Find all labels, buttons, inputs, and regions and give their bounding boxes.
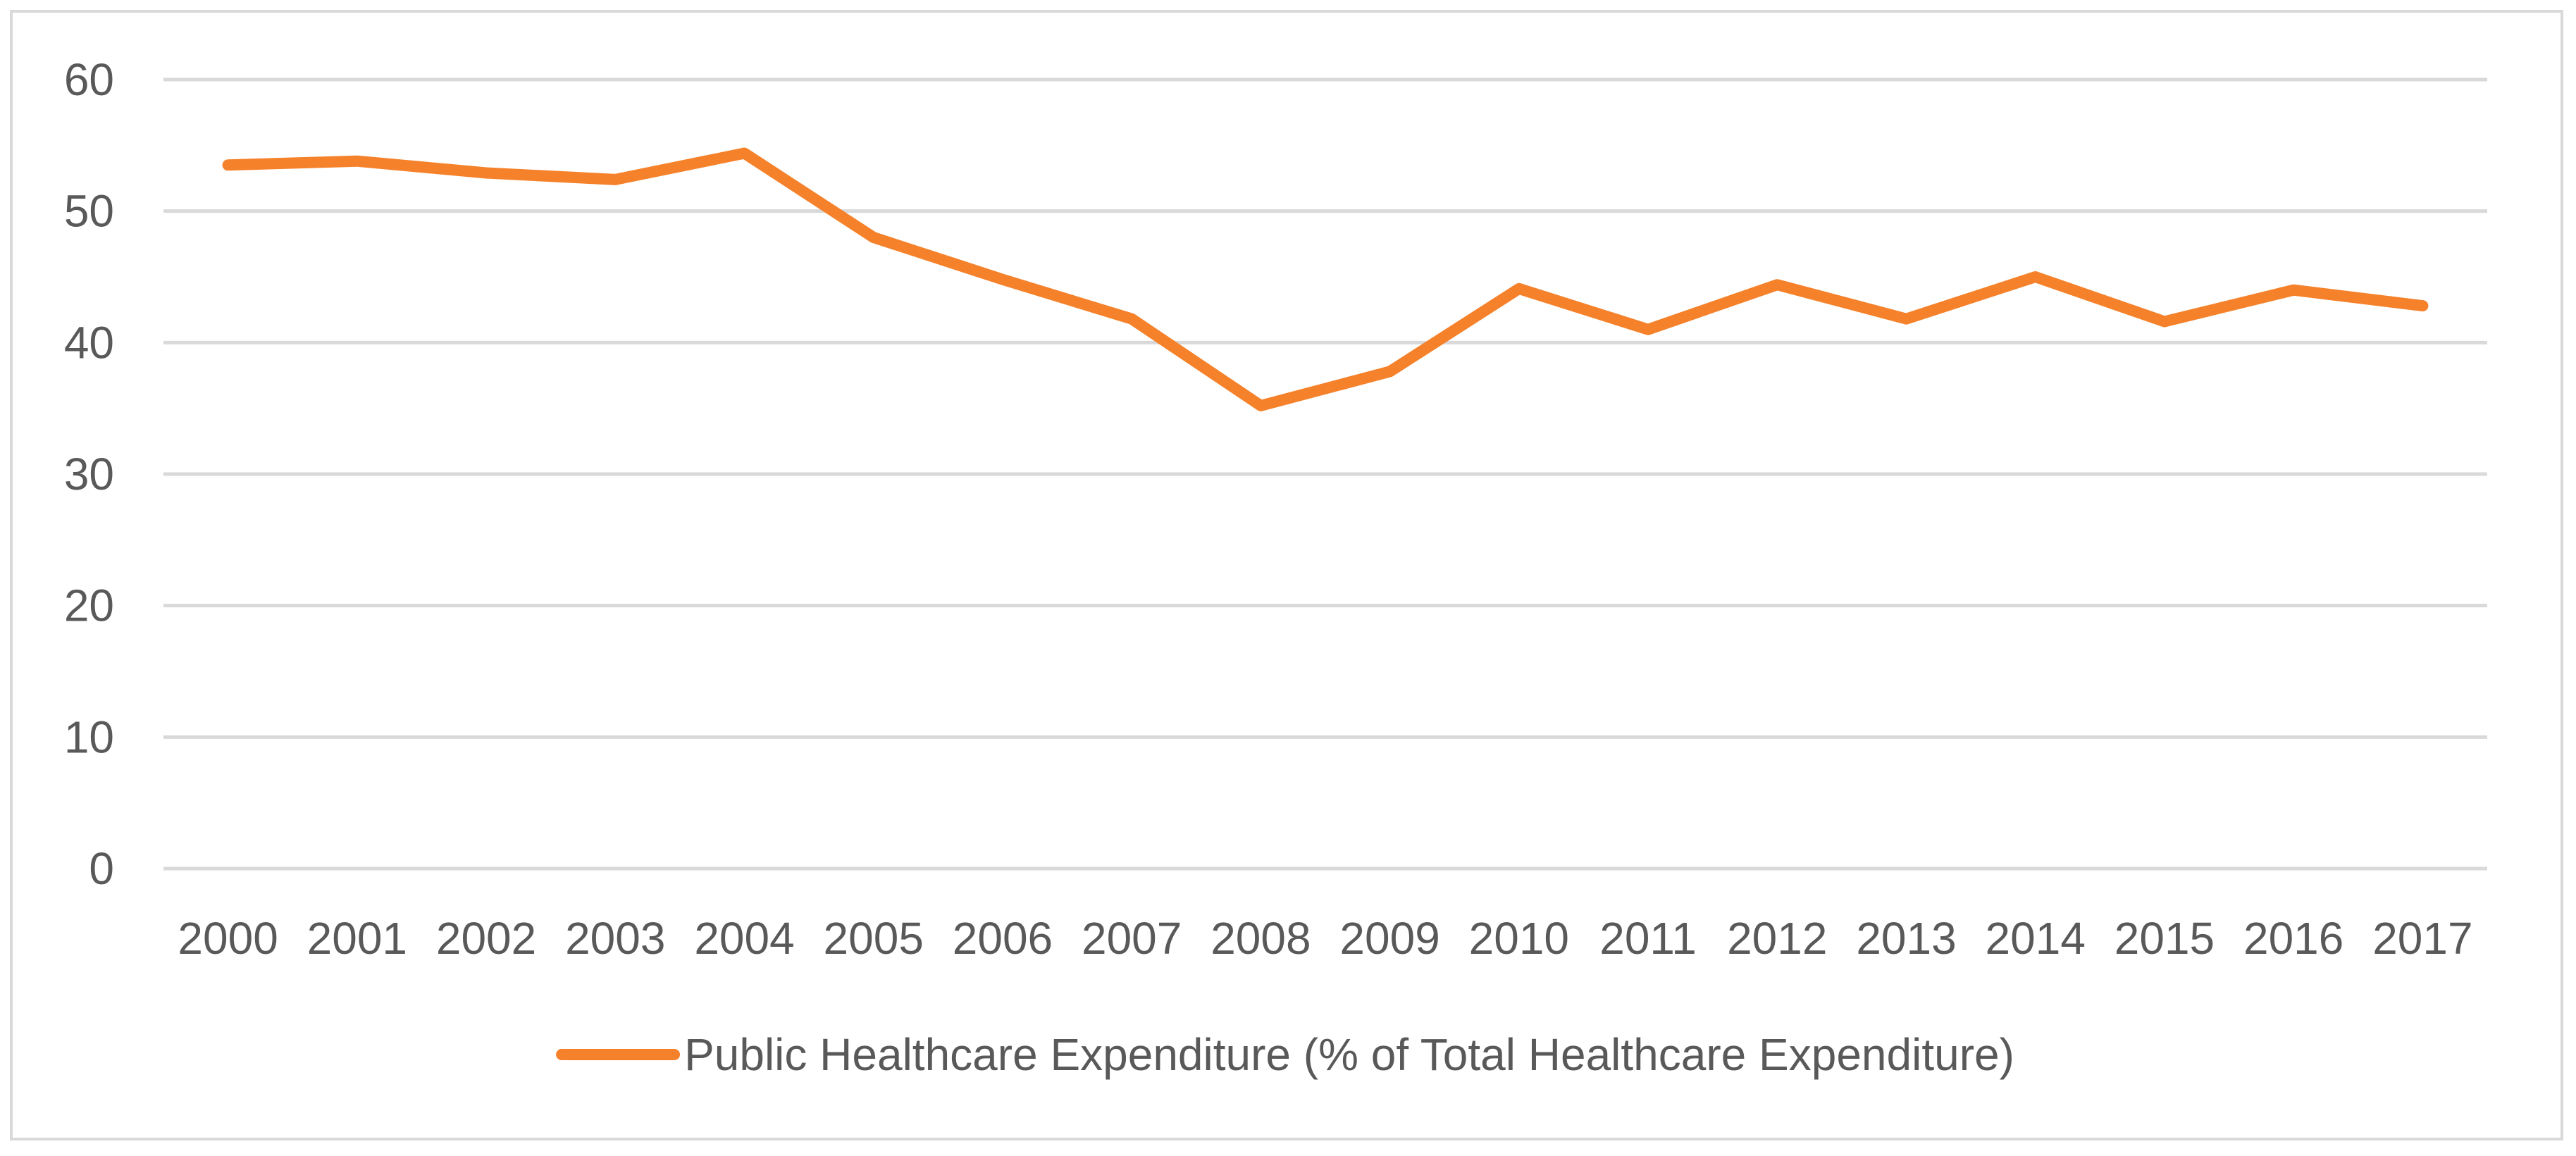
data-point-2002 xyxy=(481,168,492,179)
x-tick-label-2007: 2007 xyxy=(1082,913,1182,964)
data-point-2000 xyxy=(223,159,234,170)
data-point-2004 xyxy=(739,148,750,159)
data-point-2011 xyxy=(1642,324,1654,335)
x-tick-label-2000: 2000 xyxy=(178,913,278,964)
x-tick-label-2006: 2006 xyxy=(953,913,1053,964)
data-point-2003 xyxy=(609,174,621,185)
x-tick-label-2010: 2010 xyxy=(1469,913,1569,964)
y-tick-label-0: 0 xyxy=(89,843,114,894)
y-tick-label-50: 50 xyxy=(64,186,114,237)
x-tick-label-2002: 2002 xyxy=(436,913,536,964)
chart-frame xyxy=(10,10,2563,1141)
x-tick-label-2013: 2013 xyxy=(1856,913,1956,964)
y-tick-label-60: 60 xyxy=(64,54,114,105)
data-point-2007 xyxy=(1126,313,1137,325)
y-tick-label-30: 30 xyxy=(64,449,114,499)
x-tick-label-2011: 2011 xyxy=(1599,913,1697,964)
data-point-2013 xyxy=(1901,313,1912,325)
x-axis-tick-labels: 2000 2001 2002 2003 2004 2005 2006 2007 2008 2009… xyxy=(178,913,2472,964)
x-tick-label-2003: 2003 xyxy=(565,913,665,964)
y-tick-label-40: 40 xyxy=(64,317,114,368)
legend: Public Healthcare Expenditure (% of Tota… xyxy=(556,1029,2014,1080)
x-tick-label-2004: 2004 xyxy=(694,913,794,964)
x-tick-label-2016: 2016 xyxy=(2243,913,2343,964)
x-tick-label-2005: 2005 xyxy=(824,913,924,964)
x-tick-label-2014: 2014 xyxy=(1986,913,2086,964)
y-tick-label-10: 10 xyxy=(64,711,114,762)
data-point-2016 xyxy=(2288,285,2299,296)
legend-label: Public Healthcare Expenditure (% of Tota… xyxy=(684,1029,2014,1080)
x-tick-label-2008: 2008 xyxy=(1210,913,1311,964)
gridlines xyxy=(163,77,2487,871)
x-tick-label-2012: 2012 xyxy=(1727,913,1827,964)
data-point-2008 xyxy=(1255,400,1266,411)
data-point-2014 xyxy=(2030,271,2041,282)
data-point-2006 xyxy=(997,274,1008,285)
y-axis-tick-labels: 0 10 20 30 40 50 60 xyxy=(64,54,114,894)
data-point-2010 xyxy=(1513,283,1525,294)
x-tick-label-2017: 2017 xyxy=(2372,913,2472,964)
series-line-0 xyxy=(222,147,2429,411)
data-point-2001 xyxy=(352,156,363,167)
series-lines xyxy=(222,147,2429,411)
data-point-2015 xyxy=(2159,316,2170,327)
x-tick-label-2009: 2009 xyxy=(1339,913,1439,964)
x-tick-label-2001: 2001 xyxy=(307,913,407,964)
data-point-2012 xyxy=(1771,279,1783,290)
x-tick-label-2015: 2015 xyxy=(2114,913,2215,964)
data-point-2005 xyxy=(868,232,879,243)
y-tick-label-20: 20 xyxy=(64,580,114,631)
data-point-2017 xyxy=(2417,300,2428,311)
data-point-2009 xyxy=(1385,366,1396,377)
